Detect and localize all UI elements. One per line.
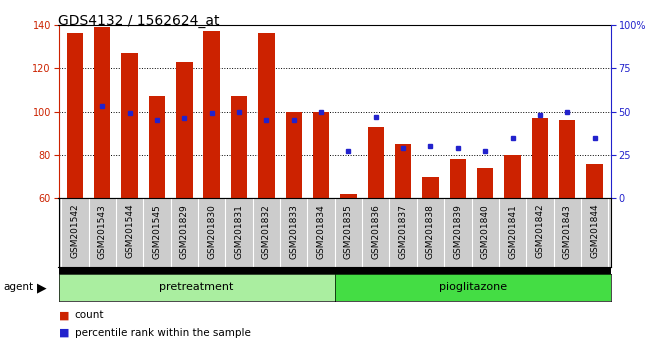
Bar	[176, 62, 192, 329]
Text: GSM201831: GSM201831	[235, 204, 244, 259]
Text: GSM201840: GSM201840	[481, 204, 489, 258]
Text: GSM201833: GSM201833	[289, 204, 298, 259]
Text: GSM201838: GSM201838	[426, 204, 435, 259]
Bar	[67, 33, 83, 329]
Text: GSM201829: GSM201829	[180, 204, 188, 258]
Text: GSM201841: GSM201841	[508, 204, 517, 258]
Text: ▶: ▶	[38, 281, 47, 294]
Bar	[231, 96, 247, 329]
Text: count: count	[75, 310, 104, 320]
Text: GSM201832: GSM201832	[262, 204, 271, 258]
Bar	[122, 53, 138, 329]
Text: pretreatment: pretreatment	[159, 282, 234, 292]
Bar	[203, 31, 220, 329]
Text: pioglitazone: pioglitazone	[439, 282, 507, 292]
Text: agent: agent	[3, 282, 33, 292]
Bar	[149, 96, 165, 329]
Bar	[477, 168, 493, 329]
Text: GSM201542: GSM201542	[70, 204, 79, 258]
Bar	[258, 33, 274, 329]
Text: GSM201844: GSM201844	[590, 204, 599, 258]
Text: GSM201834: GSM201834	[317, 204, 326, 258]
Text: GSM201837: GSM201837	[398, 204, 408, 259]
Bar	[559, 120, 575, 329]
Text: GSM201843: GSM201843	[563, 204, 572, 258]
Text: ■: ■	[58, 310, 69, 320]
Bar	[94, 27, 111, 329]
Text: GSM201543: GSM201543	[98, 204, 107, 258]
Text: GSM201839: GSM201839	[453, 204, 462, 259]
Text: GSM201545: GSM201545	[153, 204, 161, 258]
Bar	[395, 144, 411, 329]
Bar	[532, 118, 548, 329]
Bar	[422, 177, 439, 329]
Bar	[504, 155, 521, 329]
Bar	[340, 194, 357, 329]
Bar	[450, 159, 466, 329]
Bar	[285, 112, 302, 329]
Text: GSM201836: GSM201836	[371, 204, 380, 259]
Text: GSM201842: GSM201842	[536, 204, 545, 258]
Text: GSM201835: GSM201835	[344, 204, 353, 259]
Text: GSM201544: GSM201544	[125, 204, 134, 258]
Bar	[367, 127, 384, 329]
Text: ■: ■	[58, 328, 69, 338]
Text: percentile rank within the sample: percentile rank within the sample	[75, 328, 251, 338]
Text: GDS4132 / 1562624_at: GDS4132 / 1562624_at	[58, 14, 220, 28]
Bar	[586, 164, 603, 329]
Bar	[313, 112, 330, 329]
Text: GSM201830: GSM201830	[207, 204, 216, 259]
